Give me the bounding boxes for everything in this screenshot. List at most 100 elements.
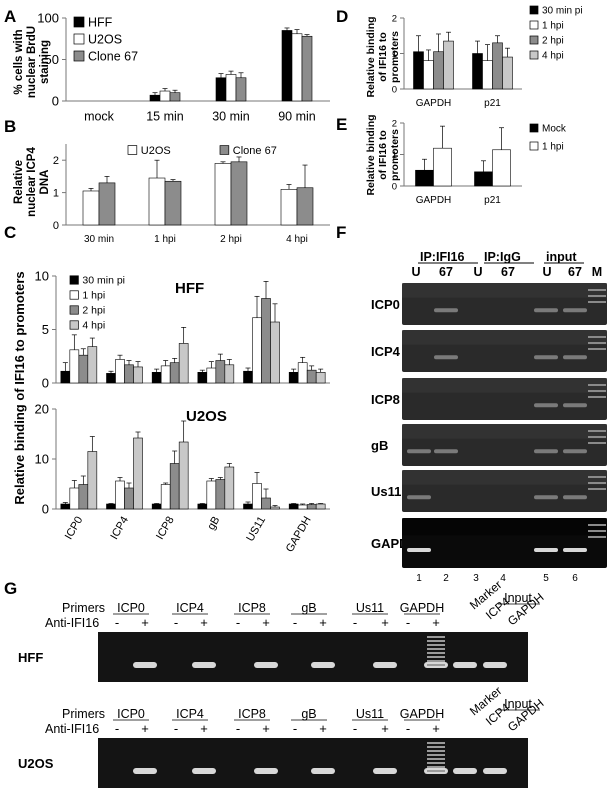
gel-marker-band bbox=[427, 660, 445, 662]
gel-row-label: ICP4 bbox=[371, 344, 401, 359]
gel-marker-band bbox=[588, 396, 606, 398]
gel-band bbox=[563, 403, 587, 408]
gel-band bbox=[254, 662, 278, 668]
bar bbox=[474, 171, 493, 187]
x-tick-label: 4 hpi bbox=[286, 234, 308, 245]
chart-c-u2os: 0 10 20 ICP0 ICP4 ICP8 gB US11 GAPDH bbox=[35, 402, 330, 554]
legend-label: 2 hpi bbox=[82, 305, 105, 317]
gel-marker-band bbox=[427, 742, 445, 744]
bar bbox=[98, 182, 116, 226]
legend-swatch bbox=[73, 50, 85, 62]
legend-swatch bbox=[69, 320, 79, 330]
legend-swatch bbox=[529, 50, 539, 60]
legend: 30 min pi 1 hpi 2 hpi 4 hpi bbox=[69, 275, 125, 332]
legend-label: HFF bbox=[88, 15, 113, 29]
bar bbox=[261, 497, 271, 510]
bar bbox=[160, 484, 171, 510]
bar bbox=[215, 479, 226, 510]
bar bbox=[169, 362, 180, 384]
panel-f-sub-67-2: 67 bbox=[501, 265, 515, 279]
bar bbox=[133, 366, 143, 384]
gel-smear bbox=[402, 470, 607, 485]
gel-band bbox=[563, 449, 587, 454]
x-tick-label: mock bbox=[84, 110, 115, 124]
legend-label: 4 hpi bbox=[542, 51, 564, 62]
x-tick-label: 2 hpi bbox=[220, 234, 242, 245]
gel-marker-band bbox=[588, 536, 606, 538]
y-tick-label: 10 bbox=[35, 269, 49, 284]
gel-marker-band bbox=[588, 295, 606, 297]
legend-label: U2OS bbox=[141, 145, 171, 157]
legend-label: 30 min pi bbox=[542, 6, 583, 17]
gel-marker-band bbox=[588, 430, 606, 432]
gel-band bbox=[534, 449, 558, 454]
bar bbox=[291, 33, 303, 102]
x-tick-label: 1 hpi bbox=[154, 234, 176, 245]
bar bbox=[133, 437, 143, 510]
primer-label: GAPDH bbox=[400, 601, 444, 615]
panel-f-lane-6: 6 bbox=[572, 573, 578, 584]
gel-smear bbox=[402, 518, 607, 536]
plus-sign: + bbox=[319, 615, 327, 630]
primers-label: Primers bbox=[62, 601, 105, 615]
bar bbox=[492, 42, 503, 90]
gel-band bbox=[254, 768, 278, 774]
gel-marker-band bbox=[588, 442, 606, 444]
y-tick-label: 0 bbox=[52, 94, 59, 109]
legend-swatch bbox=[69, 290, 79, 300]
y-tick-label: 2 bbox=[392, 118, 397, 129]
gel-band bbox=[534, 495, 558, 500]
bar bbox=[243, 370, 253, 384]
gel-band bbox=[407, 548, 431, 552]
x-tick-label: 30 min bbox=[212, 110, 250, 124]
plus-sign: + bbox=[381, 721, 389, 736]
bar bbox=[214, 163, 232, 226]
plus-sign: + bbox=[262, 721, 270, 736]
bar bbox=[151, 503, 162, 510]
panel-f-header-ip-ifi16: IP:IFI16 bbox=[420, 250, 465, 264]
gel-marker-band bbox=[427, 758, 445, 760]
gel-marker-band bbox=[427, 770, 445, 772]
gel-marker-band bbox=[427, 640, 445, 642]
legend: 30 min pi 1 hpi 2 hpi 4 hpi bbox=[529, 6, 583, 62]
minus-sign: - bbox=[293, 615, 297, 630]
legend: U2OS Clone 67 bbox=[127, 145, 277, 157]
panel-f-lane-3: 3 bbox=[473, 573, 479, 584]
gel-band bbox=[133, 768, 157, 774]
y-tick-label: 2 bbox=[53, 155, 59, 167]
bar bbox=[115, 359, 125, 384]
gel-marker-band bbox=[427, 664, 445, 666]
bar bbox=[224, 466, 235, 510]
bar bbox=[148, 177, 166, 226]
gel-row-label: Us11 bbox=[371, 484, 401, 499]
panel-d-ylabel: Relative binding of IFI16 to promoters bbox=[365, 16, 401, 97]
gel-marker-band bbox=[427, 754, 445, 756]
bar bbox=[281, 30, 293, 102]
panel-f-gel: IP:IFI16 IP:IgG input U 67 U 67 U 67 M I… bbox=[371, 250, 607, 584]
gel-smear bbox=[402, 424, 607, 439]
gel-band bbox=[453, 768, 477, 774]
legend-label: 1 hpi bbox=[542, 142, 564, 153]
bar bbox=[160, 365, 171, 384]
y-tick-label: 2 bbox=[392, 13, 397, 24]
bar bbox=[270, 321, 280, 384]
gel-marker-band bbox=[427, 636, 445, 638]
panel-f-lane-4: 4 bbox=[500, 573, 506, 584]
bar bbox=[315, 371, 326, 384]
panel-f-lane-2: 2 bbox=[443, 573, 449, 584]
cell-line-label: U2OS bbox=[18, 756, 54, 771]
plus-sign: + bbox=[432, 721, 440, 736]
bar bbox=[159, 90, 171, 102]
panel-e-ylabel-line2: of IFI16 to bbox=[377, 130, 389, 180]
gel-marker-band bbox=[588, 390, 606, 392]
panel-f-header-input: input bbox=[546, 250, 577, 264]
panel-letter-e: E bbox=[336, 115, 347, 134]
primer-label: ICP4 bbox=[176, 707, 204, 721]
panel-letter-b: B bbox=[4, 117, 16, 136]
bar bbox=[115, 480, 125, 510]
legend-label: 1 hpi bbox=[82, 290, 105, 302]
y-tick-label: 0 bbox=[392, 84, 397, 95]
bar bbox=[261, 298, 271, 384]
